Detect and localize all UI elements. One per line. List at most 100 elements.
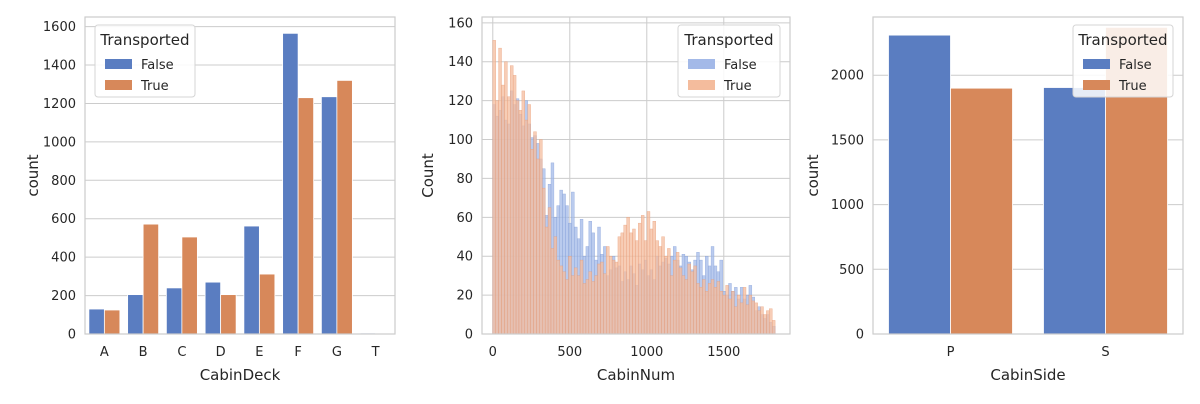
hist-bar-true: [755, 303, 758, 334]
x-tick-label: 1000: [630, 345, 663, 360]
hist-bar-true: [650, 229, 653, 334]
hist-bar-true: [761, 307, 764, 334]
bar-false-f: [283, 33, 299, 334]
hist-bar-true: [577, 276, 580, 334]
legend-label: True: [140, 79, 169, 94]
y-tick-label: 1400: [43, 59, 76, 74]
y-tick-label: 1000: [831, 198, 864, 213]
hist-bar-true: [566, 280, 569, 334]
y-tick-label: 80: [456, 172, 473, 187]
hist-bar-true: [711, 280, 714, 334]
hist-bar-true: [699, 287, 702, 334]
hist-bar-true: [630, 233, 633, 334]
hist-bar-true: [519, 110, 522, 334]
hist-bar-true: [763, 315, 766, 334]
hist-bar-true: [635, 241, 638, 334]
legend-swatch: [1083, 80, 1110, 90]
hist-bar-true: [609, 256, 612, 334]
hist-bar-true: [595, 276, 598, 334]
y-tick-label: 100: [448, 133, 473, 148]
hist-bar-true: [504, 62, 507, 334]
y-tick-label: 0: [68, 328, 76, 343]
hist-bar-true: [568, 256, 571, 334]
hist-bar-true: [720, 291, 723, 334]
y-tick-label: 1600: [43, 20, 76, 35]
legend-swatch: [1083, 59, 1110, 69]
bar-true-b: [143, 224, 159, 334]
hist-bar-true: [717, 281, 720, 334]
hist-bar-true: [586, 280, 589, 334]
hist-bar-true: [731, 291, 734, 334]
bar-false-s: [1044, 88, 1106, 334]
y-axis-label: count: [804, 154, 822, 196]
hist-bar-true: [682, 276, 685, 334]
hist-bar-true: [598, 264, 601, 334]
x-tick-label: P: [947, 345, 955, 360]
y-tick-label: 2000: [831, 69, 864, 84]
hist-bar-true: [516, 101, 519, 334]
hist-bar-true: [627, 217, 630, 334]
bar-false-a: [89, 309, 105, 334]
x-tick-label: 500: [557, 345, 582, 360]
bar-false-b: [128, 295, 144, 334]
hist-bar-true: [563, 272, 566, 334]
x-tick-label: S: [1101, 345, 1109, 360]
hist-bar-true: [493, 40, 496, 334]
y-tick-label: 120: [448, 94, 473, 109]
legend-label: False: [724, 58, 757, 73]
hist-bar-true: [772, 320, 775, 334]
hist-bar-true: [560, 266, 563, 334]
legend-swatch: [105, 80, 132, 90]
y-tick-label: 40: [456, 250, 473, 265]
x-tick-label: A: [100, 345, 109, 360]
hist-bar-true: [746, 305, 749, 334]
hist-bar-true: [612, 260, 615, 334]
hist-bar-true: [525, 120, 528, 334]
bar-true-e: [259, 274, 275, 334]
bar-false-e: [244, 226, 260, 334]
hist-bar-true: [632, 229, 635, 334]
legend-swatch: [688, 59, 715, 69]
hist-bar-true: [571, 276, 574, 334]
hist-bar-true: [600, 262, 603, 334]
hist-bar-true: [702, 280, 705, 334]
y-tick-label: 600: [51, 212, 76, 227]
y-tick-label: 1200: [43, 97, 76, 112]
hist-bar-true: [583, 283, 586, 334]
hist-bar-true: [554, 237, 557, 334]
y-tick-label: 1500: [831, 133, 864, 148]
hist-bar-true: [502, 85, 505, 334]
hist-bar-true: [685, 280, 688, 334]
hist-bar-true: [603, 274, 606, 334]
hist-bar-true: [714, 287, 717, 334]
hist-bar-true: [528, 105, 531, 334]
hist-bar-true: [656, 241, 659, 334]
legend-swatch: [105, 59, 132, 69]
bar-true-p: [951, 88, 1013, 334]
y-tick-label: 140: [448, 55, 473, 70]
y-tick-label: 20: [456, 289, 473, 304]
x-tick-label: D: [216, 345, 226, 360]
bar-true-a: [104, 310, 120, 334]
hist-bar-true: [737, 295, 740, 334]
hist-bar-true: [708, 283, 711, 334]
hist-bar-true: [641, 215, 644, 334]
hist-bar-true: [542, 188, 545, 334]
x-axis-label: CabinDeck: [200, 366, 281, 384]
legend-title: Transported: [1077, 31, 1167, 49]
hist-bar-true: [694, 266, 697, 334]
y-axis-label: Count: [419, 153, 437, 198]
y-tick-label: 60: [456, 211, 473, 226]
hist-bar-true: [697, 283, 700, 334]
hist-bar-true: [766, 311, 769, 334]
y-tick-label: 0: [465, 328, 473, 343]
legend-title: Transported: [683, 31, 773, 49]
bar-false-p: [889, 35, 951, 334]
hist-bar-true: [752, 301, 755, 334]
x-tick-label: E: [255, 345, 263, 360]
x-axis-label: CabinSide: [990, 366, 1065, 384]
